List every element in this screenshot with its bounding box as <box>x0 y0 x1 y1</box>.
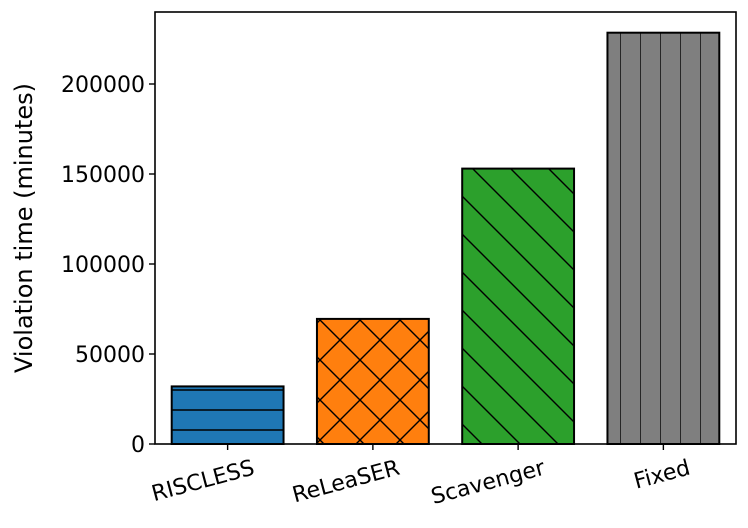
bar-releaser <box>315 317 430 445</box>
x-tick-label: Scavenger <box>429 455 549 510</box>
x-tick-label: RISCLESS <box>149 456 257 507</box>
bar-fixed <box>606 31 721 445</box>
y-tick-label: 0 <box>131 433 145 458</box>
x-tick-label: ReLeaSER <box>290 456 403 509</box>
plot-frame <box>154 11 737 445</box>
bars <box>170 31 721 445</box>
bar-hatch-fixed <box>607 32 720 444</box>
axes <box>154 11 737 445</box>
x-axis-ticks: RISCLESS ReLeaSER Scavenger Fixed <box>149 444 693 510</box>
y-tick-label: 200000 <box>61 73 145 98</box>
bar-hatch-riscless <box>171 386 284 444</box>
y-axis-ticks: 0 50000 100000 150000 200000 <box>61 73 155 458</box>
bar-riscless <box>170 385 285 445</box>
bar-scavenger <box>461 167 576 445</box>
y-tick-label: 100000 <box>61 253 145 278</box>
bar-hatch-scavenger <box>462 168 575 444</box>
y-tick-label: 50000 <box>75 343 145 368</box>
y-tick-label: 150000 <box>61 163 145 188</box>
y-axis-label: Violation time (minutes) <box>10 83 38 373</box>
x-tick-label: Fixed <box>631 456 693 495</box>
bar-hatch-releaser <box>316 318 429 444</box>
